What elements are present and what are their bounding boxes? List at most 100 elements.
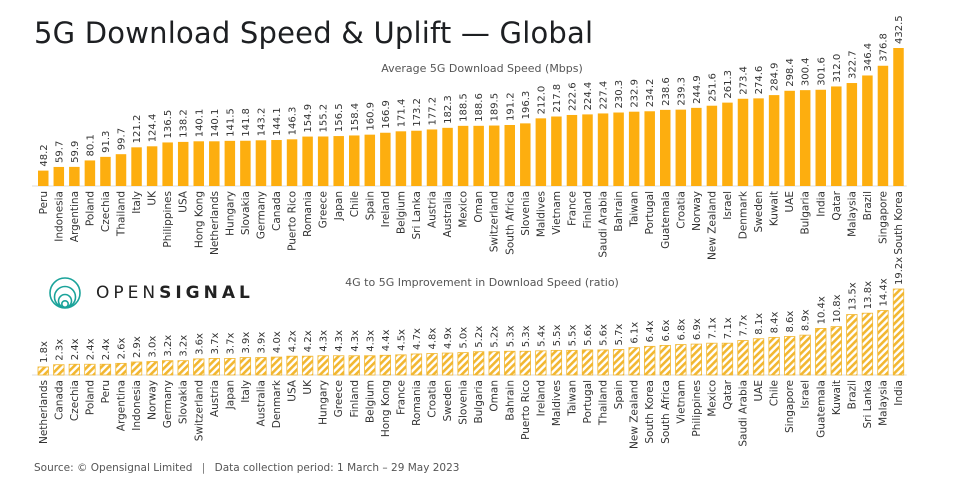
speed-bar xyxy=(831,86,842,186)
speed-value-label: 322.7 xyxy=(847,50,858,79)
uplift-value-label: 5.6x xyxy=(599,324,610,346)
uplift-category-label: Italy xyxy=(240,380,252,403)
uplift-chart-title: 4G to 5G Improvement in Download Speed (… xyxy=(345,276,619,289)
speed-category-label: Mexico xyxy=(458,191,470,228)
speed-category-label: Peru xyxy=(38,191,50,214)
uplift-bar xyxy=(239,357,252,376)
speed-value-label: 227.4 xyxy=(599,81,610,110)
speed-category-label: Denmark xyxy=(738,190,750,239)
uplift-category-label: Austria xyxy=(209,380,221,417)
uplift-category-label: Mexico xyxy=(706,380,718,417)
uplift-value-label: 6.9x xyxy=(692,318,703,340)
speed-bar xyxy=(84,160,96,186)
uplift-category-label: Brazil xyxy=(846,380,858,409)
speed-category-label: Italy xyxy=(131,191,143,214)
speed-value-label: 140.1 xyxy=(194,109,205,138)
speed-category-label: New Zealand xyxy=(706,191,718,260)
speed-bar xyxy=(784,90,795,186)
page-title: 5G Download Speed & Uplift — Global xyxy=(34,16,594,50)
speed-value-label: 99.7 xyxy=(117,128,128,150)
speed-bar xyxy=(162,142,173,186)
uplift-value-label: 5.3x xyxy=(521,325,532,347)
speed-category-label: Guatemala xyxy=(660,191,672,249)
speed-category-label: South Africa xyxy=(504,191,516,255)
uplift-value-label: 5.2x xyxy=(474,326,485,348)
uplift-bar xyxy=(752,338,765,376)
uplift-value-label: 3.6x xyxy=(194,333,205,355)
uplift-value-label: 5.5x xyxy=(567,324,578,346)
speed-category-label: Malaysia xyxy=(846,191,858,237)
speed-bar xyxy=(722,102,733,186)
speed-value-label: 222.6 xyxy=(567,82,578,111)
uplift-bar xyxy=(597,349,609,376)
uplift-value-label: 4.8x xyxy=(428,328,439,350)
uplift-category-label: Croatia xyxy=(427,380,439,418)
speed-category-label: Bulgaria xyxy=(800,191,812,235)
uplift-bar xyxy=(535,350,547,376)
speed-bar xyxy=(286,139,298,186)
speed-bar xyxy=(768,95,780,186)
uplift-category-label: Kuwait xyxy=(831,380,843,415)
speed-bar xyxy=(613,112,624,186)
speed-bar xyxy=(209,141,220,186)
uplift-bar xyxy=(208,358,220,376)
uplift-value-label: 5.2x xyxy=(490,326,501,348)
uplift-bar xyxy=(426,353,438,376)
uplift-value-label: 19.2x xyxy=(894,257,905,285)
speed-value-label: 274.6 xyxy=(754,66,765,95)
uplift-value-label: 10.8x xyxy=(832,294,843,322)
speed-value-label: 91.3 xyxy=(101,131,112,153)
speed-bar xyxy=(115,154,127,186)
speed-bar xyxy=(551,116,562,186)
speed-value-label: 182.3 xyxy=(443,95,454,124)
uplift-category-label: Philippines xyxy=(691,380,703,437)
uplift-value-label: 4.3x xyxy=(365,330,376,352)
uplift-bar xyxy=(706,342,718,376)
footer-period: Data collection period: 1 March – 29 May… xyxy=(214,462,460,474)
uplift-category-label: Argentina xyxy=(116,380,128,431)
speed-category-label: Saudi Arabia xyxy=(598,191,610,258)
speed-bar xyxy=(566,114,578,186)
speed-bar xyxy=(146,146,158,186)
speed-value-label: 138.2 xyxy=(179,109,190,138)
speed-category-label: Romania xyxy=(302,191,314,237)
uplift-bar xyxy=(255,357,267,376)
speed-value-label: 301.6 xyxy=(816,57,827,86)
uplift-bar xyxy=(348,355,360,376)
speed-category-label: Czechia xyxy=(100,191,112,232)
uplift-category-label: Slovakia xyxy=(178,380,190,424)
uplift-value-label: 4.3x xyxy=(350,330,361,352)
speed-bar xyxy=(675,109,687,186)
footer-source: Source: © Opensignal Limited xyxy=(34,462,193,474)
speed-category-label: UAE xyxy=(784,191,796,213)
uplift-bar xyxy=(193,358,205,376)
speed-bar xyxy=(862,75,873,186)
uplift-bar xyxy=(566,349,578,376)
speed-category-label: Portugal xyxy=(644,191,656,235)
uplift-category-label: Puerto Rico xyxy=(520,380,532,440)
speed-bar xyxy=(69,166,80,186)
speed-bar xyxy=(473,125,484,186)
uplift-value-label: 4.3x xyxy=(319,330,330,352)
speed-value-label: 284.9 xyxy=(770,62,781,91)
uplift-value-label: 5.0x xyxy=(459,327,470,349)
speed-bar xyxy=(177,141,189,186)
speed-category-label: Vietnam xyxy=(551,191,563,235)
speed-category-label: Belgium xyxy=(395,191,407,234)
speed-category-label: Singapore xyxy=(877,191,889,244)
uplift-category-label: Greece xyxy=(333,380,345,417)
speed-value-label: 48.2 xyxy=(39,144,50,166)
uplift-bar xyxy=(270,356,283,376)
speed-value-label: 273.4 xyxy=(739,66,750,95)
uplift-category-label: Romania xyxy=(411,380,423,426)
speed-value-label: 158.4 xyxy=(350,103,361,132)
uplift-value-label: 6.4x xyxy=(645,320,656,342)
uplift-bar xyxy=(472,351,485,376)
uplift-bar xyxy=(846,314,858,376)
uplift-bar xyxy=(612,349,625,376)
speed-value-label: 141.8 xyxy=(241,108,252,137)
uplift-bar xyxy=(519,350,531,376)
uplift-value-label: 3.0x xyxy=(148,336,159,358)
speed-bar xyxy=(380,132,391,186)
